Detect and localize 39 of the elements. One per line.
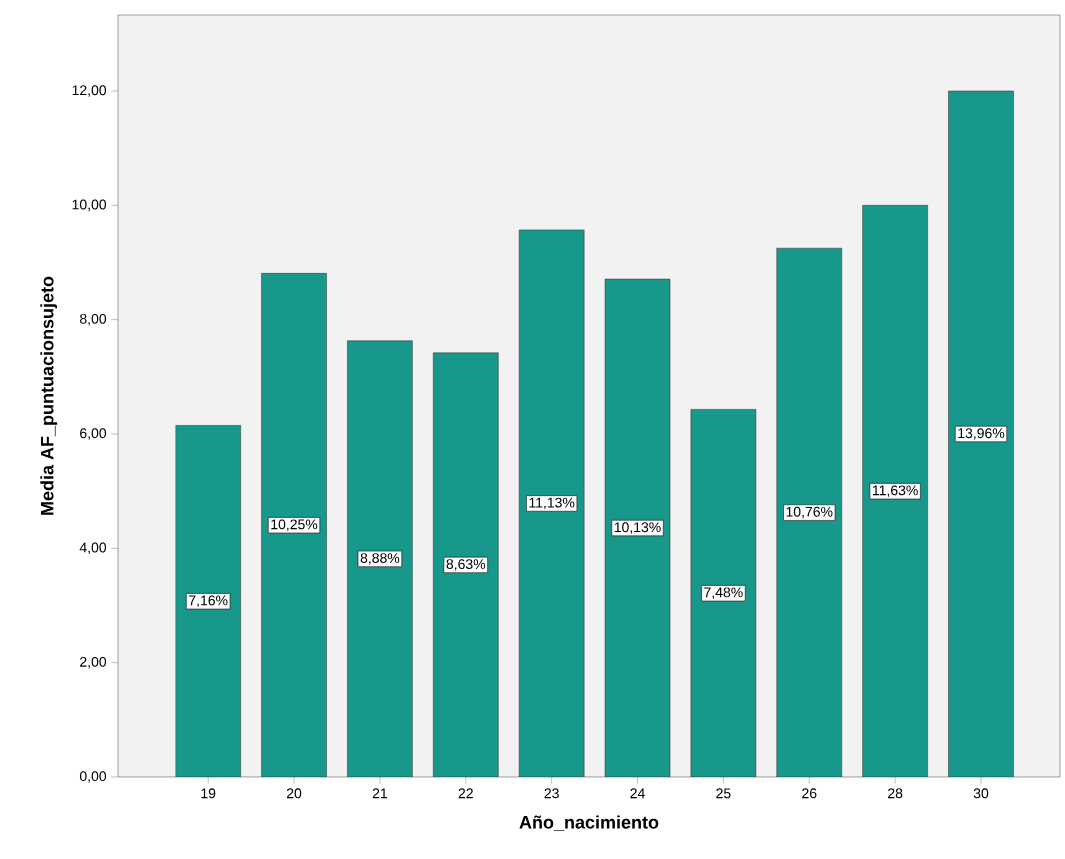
annotation: 8,88%	[360, 553, 400, 565]
annotation: 10,25%	[271, 519, 318, 531]
annotation: 10,76%	[786, 506, 833, 519]
bar	[862, 205, 928, 777]
bar	[519, 229, 585, 777]
bar	[948, 90, 1014, 777]
bar	[261, 273, 327, 777]
x-axis-title: Año_nacimiento	[519, 815, 659, 831]
bar	[433, 352, 499, 777]
y-tick-label: 10,00	[72, 199, 107, 212]
x-tick-label: 26	[802, 788, 817, 799]
x-tick-label: 28	[888, 788, 903, 799]
bar	[175, 425, 241, 777]
x-tick-label: 23	[544, 788, 559, 799]
annotation: 11,63%	[872, 485, 918, 497]
y-axis-title: Media AF_puntuacionsujeto	[40, 276, 58, 515]
y-tick-label: 2,00	[80, 656, 107, 669]
x-tick-label: 19	[201, 788, 216, 799]
annotation: 7,16%	[189, 595, 228, 607]
bar	[605, 279, 671, 777]
annotation: 8,63%	[446, 559, 486, 571]
bar	[347, 340, 413, 777]
y-tick-label: 4,00	[79, 542, 107, 555]
bar	[690, 409, 756, 777]
x-tick-label: 20	[286, 788, 302, 799]
x-tick-label: 21	[372, 788, 387, 799]
annotation: 7,48%	[704, 587, 743, 599]
x-tick-label: 22	[458, 788, 473, 799]
x-tick-label: 30	[973, 788, 989, 799]
y-tick-label: 12,00	[72, 85, 107, 97]
y-tick-label: 8,00	[79, 313, 107, 326]
x-tick-label: 25	[716, 788, 731, 799]
x-tick-label: 24	[630, 788, 645, 799]
annotation: 11,13%	[529, 497, 575, 510]
y-tick-label: 0,00	[79, 771, 107, 783]
annotation: 10,13%	[614, 522, 661, 534]
y-tick-label: 6,00	[80, 428, 107, 440]
annotation: 13,96%	[958, 428, 1005, 440]
bar	[776, 248, 842, 777]
